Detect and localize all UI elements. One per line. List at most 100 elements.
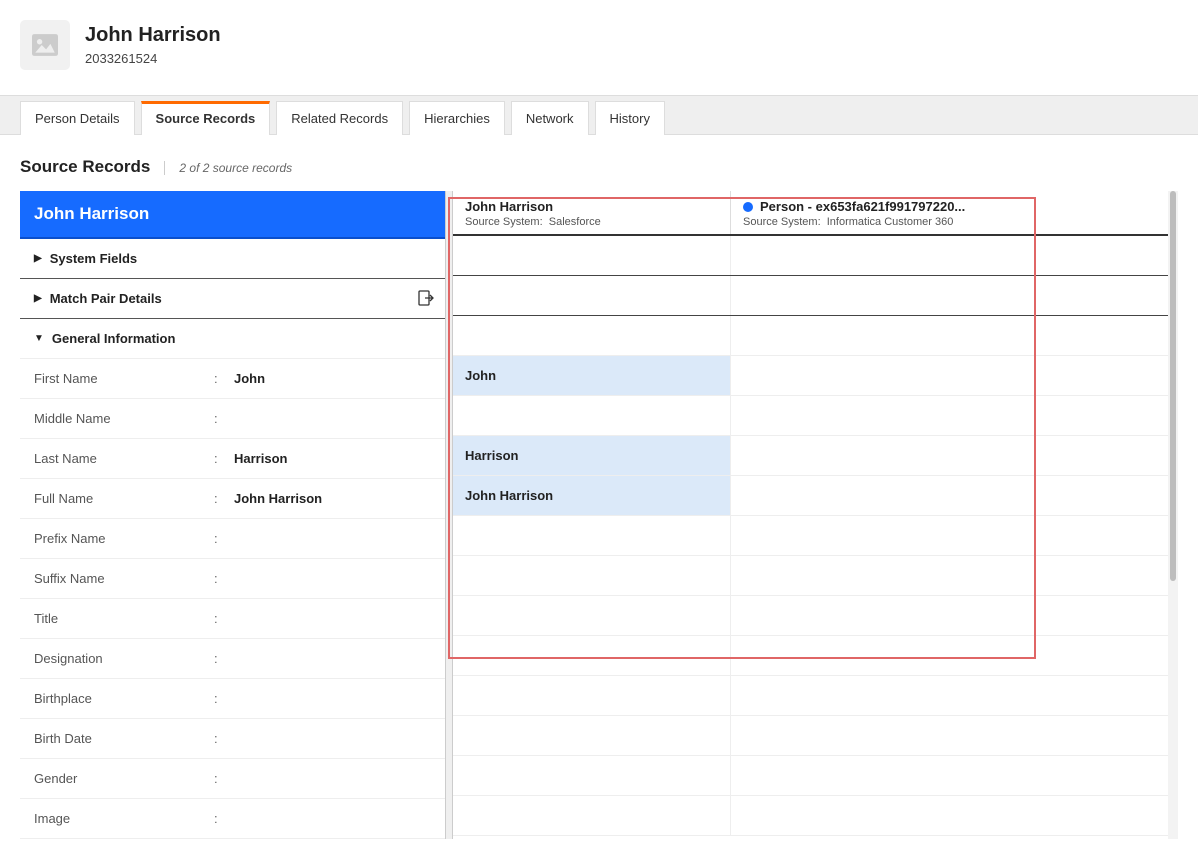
grid-row xyxy=(453,556,1168,596)
field-row: Birthplace: xyxy=(20,679,445,719)
section-match-pair-details[interactable]: ▶ Match Pair Details xyxy=(20,279,445,319)
page-title: John Harrison xyxy=(85,24,221,47)
field-row: Last Name:Harrison xyxy=(20,439,445,479)
field-colon: : xyxy=(214,491,234,506)
section-general-information[interactable]: ▼ General Information xyxy=(20,319,445,359)
field-row: Suffix Name: xyxy=(20,559,445,599)
field-colon: : xyxy=(214,771,234,786)
tab-history[interactable]: History xyxy=(595,101,665,135)
source-column-header[interactable]: John HarrisonSource System: Salesforce xyxy=(453,191,731,234)
column-resizer[interactable] xyxy=(445,191,453,839)
grid-cell xyxy=(731,356,1009,395)
scrollbar[interactable] xyxy=(1168,191,1178,839)
field-colon: : xyxy=(214,611,234,626)
grid-row xyxy=(453,236,1168,276)
grid-cell xyxy=(453,636,731,675)
tab-related-records[interactable]: Related Records xyxy=(276,101,403,135)
field-colon: : xyxy=(214,731,234,746)
field-colon: : xyxy=(214,651,234,666)
field-label: First Name xyxy=(34,371,214,386)
tab-hierarchies[interactable]: Hierarchies xyxy=(409,101,505,135)
field-colon: : xyxy=(214,811,234,826)
field-label: Title xyxy=(34,611,214,626)
master-record-panel: John Harrison ▶ System Fields ▶ Match Pa… xyxy=(20,191,445,839)
field-label: Birth Date xyxy=(34,731,214,746)
grid-cell: John Harrison xyxy=(453,476,731,515)
field-label: Full Name xyxy=(34,491,214,506)
record-count: 2 of 2 source records xyxy=(164,161,292,175)
grid-row xyxy=(453,676,1168,716)
page-subtitle: 2033261524 xyxy=(85,51,221,66)
field-label: Image xyxy=(34,811,214,826)
section-label: Match Pair Details xyxy=(50,291,162,306)
source-column-header[interactable]: Person - ex653fa621f991797220...Source S… xyxy=(731,191,1009,234)
grid-row xyxy=(453,636,1168,676)
image-icon xyxy=(32,34,58,56)
tab-person-details[interactable]: Person Details xyxy=(20,101,135,135)
grid-cell xyxy=(453,236,731,275)
field-value: John xyxy=(234,371,265,386)
grid-cell xyxy=(731,316,1009,355)
status-dot-icon xyxy=(743,202,753,212)
master-record-name: John Harrison xyxy=(20,191,445,239)
tab-bar: Person Details Source Records Related Re… xyxy=(0,95,1198,135)
grid-cell xyxy=(731,396,1009,435)
grid-cell xyxy=(731,676,1009,715)
grid-cell xyxy=(453,756,731,795)
tab-source-records[interactable]: Source Records xyxy=(141,101,271,135)
avatar-placeholder xyxy=(20,20,70,70)
grid-cell xyxy=(731,516,1009,555)
grid-cell xyxy=(453,716,731,755)
field-row: Middle Name: xyxy=(20,399,445,439)
grid-cell xyxy=(453,516,731,555)
grid-cell xyxy=(453,556,731,595)
source-column-title: John Harrison xyxy=(465,199,553,214)
section-label: General Information xyxy=(52,331,176,346)
chevron-down-icon: ▼ xyxy=(34,333,44,344)
field-colon: : xyxy=(214,691,234,706)
field-value: Harrison xyxy=(234,451,287,466)
grid-cell xyxy=(731,596,1009,635)
page-header: John Harrison 2033261524 xyxy=(0,0,1198,95)
grid-cell xyxy=(453,396,731,435)
field-label: Birthplace xyxy=(34,691,214,706)
grid-cell xyxy=(731,476,1009,515)
field-row: Image: xyxy=(20,799,445,839)
section-system-fields[interactable]: ▶ System Fields xyxy=(20,239,445,279)
export-icon[interactable] xyxy=(417,289,435,310)
grid-row: John xyxy=(453,356,1168,396)
field-row: Designation: xyxy=(20,639,445,679)
grid-row: John Harrison xyxy=(453,476,1168,516)
tab-network[interactable]: Network xyxy=(511,101,589,135)
field-colon: : xyxy=(214,531,234,546)
grid-cell xyxy=(731,436,1009,475)
grid-row xyxy=(453,396,1168,436)
field-colon: : xyxy=(214,451,234,466)
grid-cell: John xyxy=(453,356,731,395)
field-value: John Harrison xyxy=(234,491,322,506)
field-colon: : xyxy=(214,571,234,586)
section-label: System Fields xyxy=(50,251,137,266)
source-records-heading: Source Records xyxy=(20,157,150,177)
grid-cell xyxy=(453,276,731,315)
grid-cell xyxy=(731,756,1009,795)
grid-cell xyxy=(731,556,1009,595)
field-row: Gender: xyxy=(20,759,445,799)
field-label: Designation xyxy=(34,651,214,666)
grid-cell xyxy=(731,236,1009,275)
grid-cell: Harrison xyxy=(453,436,731,475)
grid-cell xyxy=(453,316,731,355)
chevron-right-icon: ▶ xyxy=(34,253,42,264)
field-label: Suffix Name xyxy=(34,571,214,586)
field-label: Middle Name xyxy=(34,411,214,426)
grid-cell xyxy=(731,716,1009,755)
source-column-title: Person - ex653fa621f991797220... xyxy=(760,199,965,214)
scrollbar-thumb[interactable] xyxy=(1170,191,1176,581)
grid-cell xyxy=(453,596,731,635)
source-grid: John HarrisonSource System: SalesforcePe… xyxy=(453,191,1168,839)
grid-cell xyxy=(731,276,1009,315)
chevron-right-icon: ▶ xyxy=(34,293,42,304)
grid-row xyxy=(453,276,1168,316)
field-row: First Name:John xyxy=(20,359,445,399)
content-header: Source Records 2 of 2 source records xyxy=(0,135,1198,191)
